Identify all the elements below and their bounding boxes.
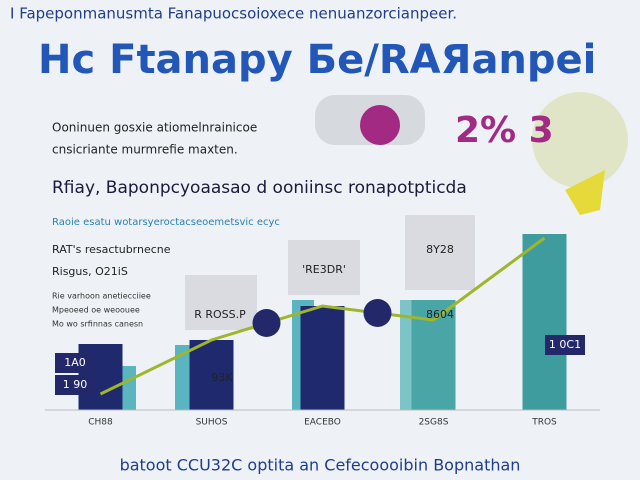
- label-box: [545, 335, 585, 355]
- bar: [522, 234, 567, 410]
- card: [405, 215, 475, 290]
- x-tick-label: TROS: [531, 418, 557, 428]
- card: [288, 240, 360, 295]
- intro: Ooninuen gosxie atiomelnrainicoe: [52, 121, 257, 135]
- decor-circle: [532, 92, 628, 188]
- decor-bar: [400, 300, 414, 410]
- annotation: 1A0: [64, 356, 86, 369]
- annotation: 8604: [426, 308, 454, 321]
- annotation: 93K: [211, 371, 233, 384]
- label-box: [55, 353, 95, 373]
- footer: batoot CCU32C optita an Cefecoooibin Bop…: [120, 456, 521, 475]
- note: Mpeoeed oe weoouee: [52, 306, 140, 315]
- note: Mo wo srfinnas canesn: [52, 320, 143, 329]
- trend-marker: [363, 299, 392, 327]
- x-tick-label: EACEBO: [304, 418, 341, 428]
- annotation: 1 90: [63, 378, 88, 391]
- decor-figure: [360, 105, 400, 145]
- header: I Fapeponmanusmta Fanapuocsoioxece nenua…: [10, 5, 457, 23]
- x-tick-label: CH88: [88, 418, 113, 428]
- bar: [189, 340, 234, 410]
- bar: [300, 306, 345, 410]
- subtitle: Rfiay, Baponpcyoaasao d ooniinsc ronapot…: [52, 178, 467, 198]
- decor-tag: [565, 170, 605, 215]
- note: Risgus, O21iS: [52, 265, 128, 278]
- intro: cnsicriante murmrefie maxten.: [52, 143, 238, 157]
- trend-marker: [252, 309, 281, 337]
- title: Hc Ftanapy Бe/RAЯanpei: [38, 37, 596, 83]
- annotation: 'RE3DR': [302, 263, 346, 276]
- card: [185, 275, 257, 330]
- label-box: [55, 375, 95, 395]
- trend-line: [99, 236, 546, 396]
- annotation: R ROSS.P: [194, 308, 246, 321]
- x-tick-label: 2SG8S: [419, 418, 449, 428]
- note: Rie varhoon anetiecciiee: [52, 292, 151, 301]
- annotation: 1 0C1: [549, 338, 581, 351]
- caption: Raoie esatu wotarsyeroctacseoemetsvic ec…: [52, 217, 280, 228]
- x-tick-label: SUHOS: [196, 418, 228, 428]
- note: RAT's resactubrnecne: [52, 243, 171, 256]
- annotation: 8Y28: [426, 243, 454, 256]
- highlight: 2% 3: [455, 110, 554, 151]
